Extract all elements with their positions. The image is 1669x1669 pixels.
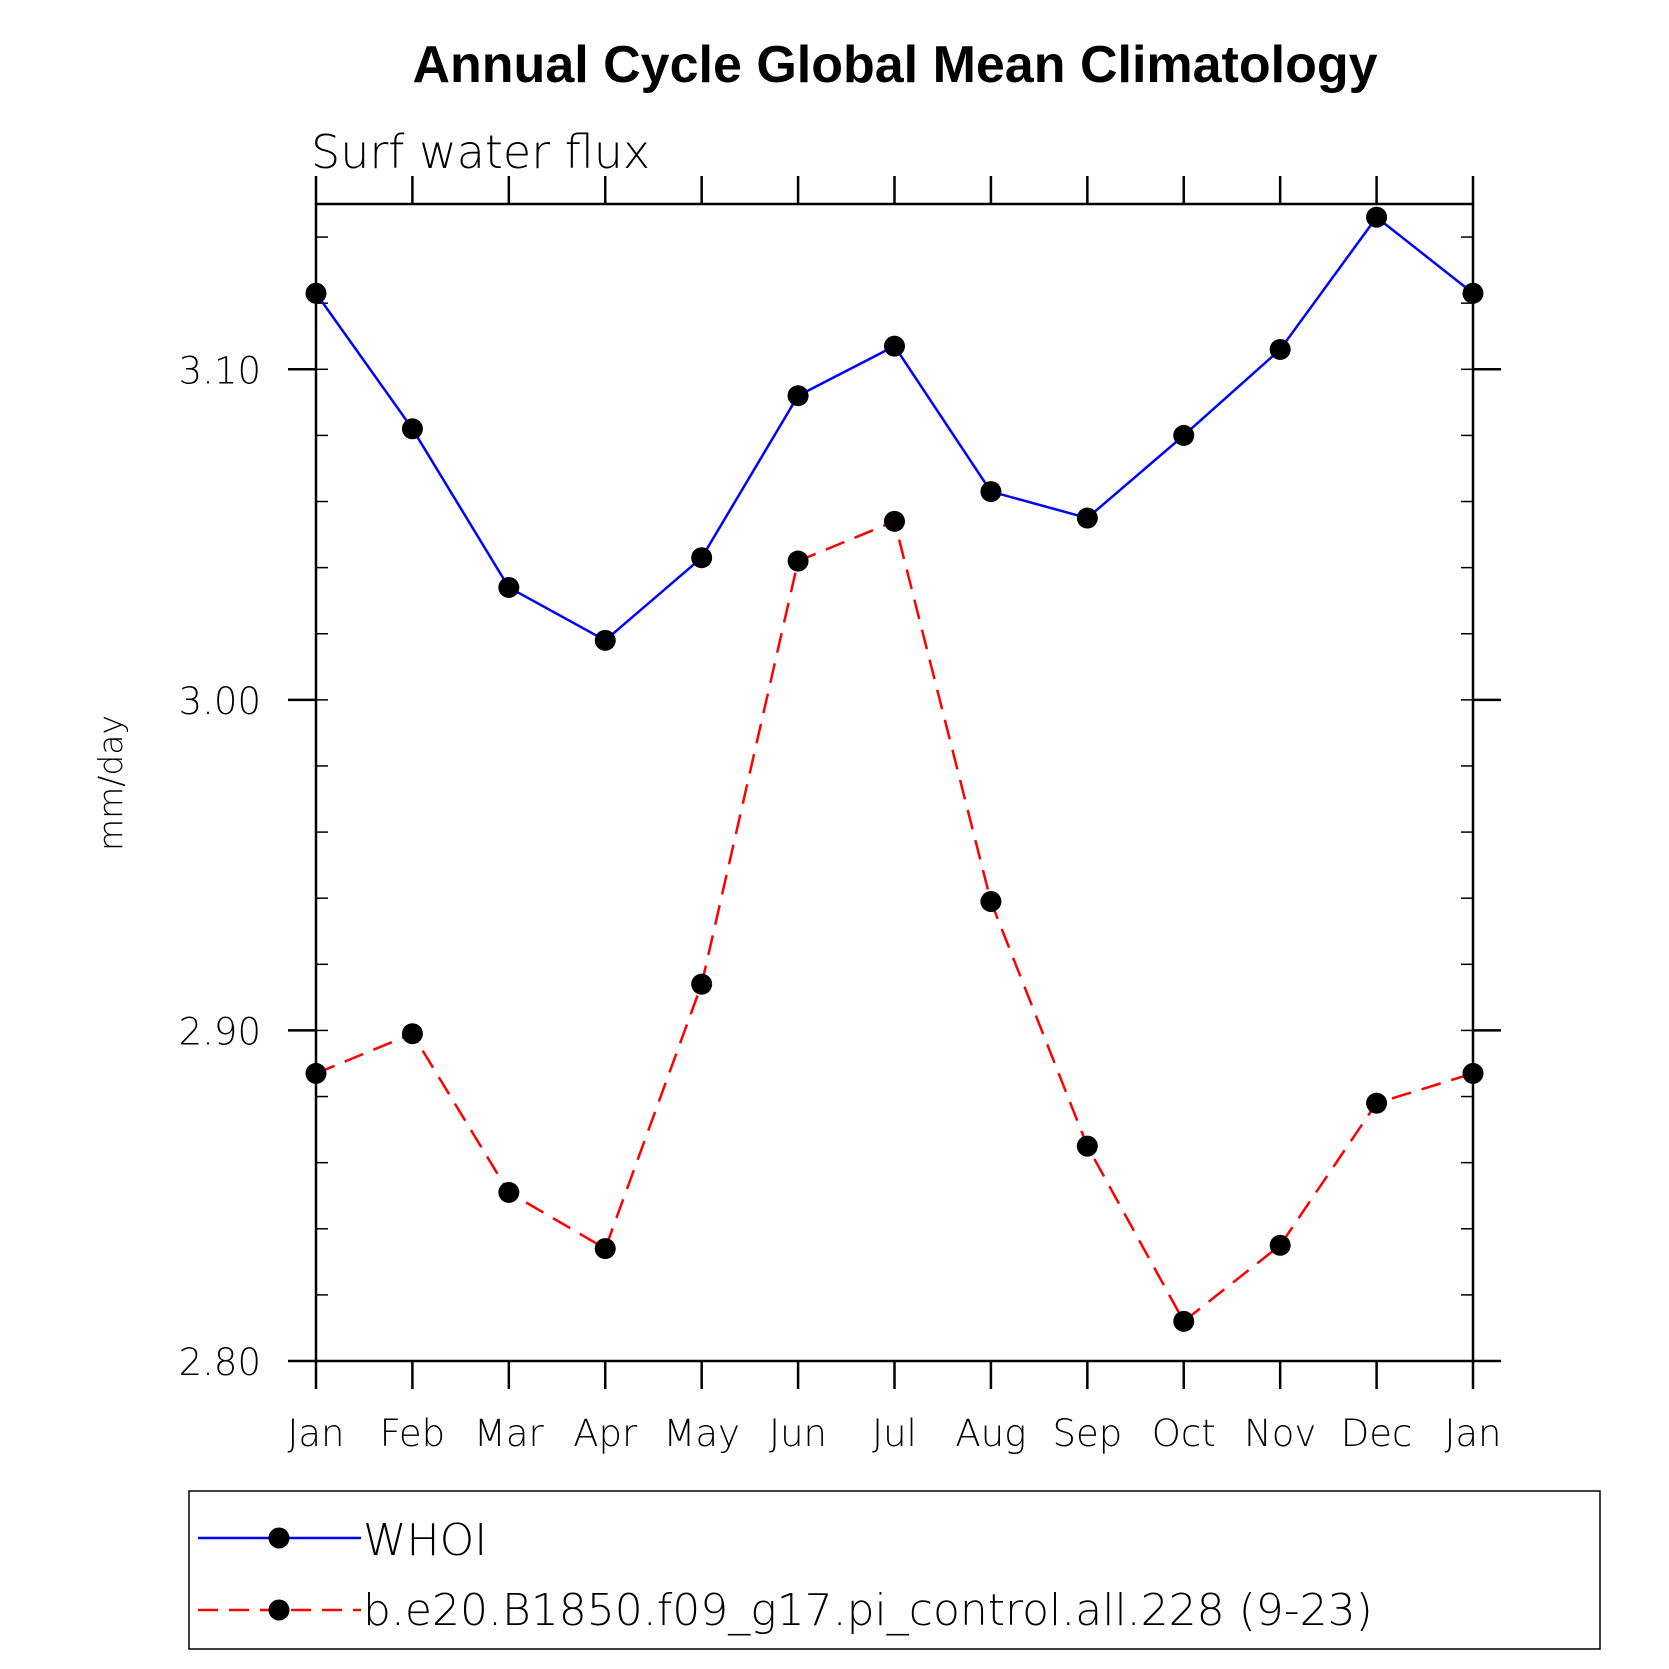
x-tick-label: Sep — [1052, 1412, 1122, 1455]
series-1-line — [314, 215, 1474, 642]
series-2-line — [315, 519, 1474, 1324]
plot-frame — [314, 202, 1475, 1363]
legend-marker-series-1 — [268, 1527, 290, 1549]
series-2-point — [980, 891, 1002, 913]
legend-label-series-1: WHOI — [363, 1515, 487, 1566]
series-1-point — [1173, 424, 1195, 446]
series-1-point — [980, 481, 1002, 503]
series-2-point — [1366, 1092, 1388, 1114]
x-tick-label: Feb — [380, 1412, 446, 1455]
legend-label-series-2: b.e20.B1850.f09_g17.pi_control.all.228 (… — [363, 1585, 1373, 1636]
series-1-point — [498, 576, 520, 598]
series-2-point — [1076, 1135, 1098, 1157]
legend: WHOI b.e20.B1850.f09_g17.pi_control.all.… — [188, 1490, 1601, 1650]
x-tick-label: Jan — [1444, 1412, 1501, 1455]
x-tick-label: Aug — [955, 1412, 1026, 1455]
x-tick-label: Nov — [1244, 1412, 1316, 1455]
y-axis-label: mm/day — [91, 715, 130, 851]
series-2-point — [1269, 1234, 1291, 1256]
y-tick-label: 2.80 — [179, 1341, 261, 1384]
series-1-point — [1076, 507, 1098, 529]
x-tick-label: Jun — [769, 1412, 827, 1455]
series-1-point — [884, 335, 905, 357]
legend-box — [188, 1490, 1601, 1650]
series-1-point — [594, 629, 616, 651]
x-tick-label: Oct — [1152, 1412, 1216, 1455]
series-1-point — [305, 282, 327, 304]
x-tick-label: Jan — [287, 1412, 344, 1455]
series-2-point — [691, 973, 713, 995]
series-layer — [305, 206, 1484, 1332]
series-2-point — [401, 1023, 423, 1045]
series-2-point — [787, 550, 809, 572]
series-1-point — [401, 418, 423, 440]
series-1-point — [787, 385, 809, 407]
series-1-point — [691, 547, 713, 569]
chart-subtitle: Surf water flux — [311, 125, 650, 179]
series-2-point — [305, 1062, 327, 1084]
y-tick-label: 2.90 — [179, 1010, 261, 1053]
series-2-point — [498, 1181, 520, 1203]
x-tick-label: Jul — [872, 1412, 917, 1455]
x-tick-label: May — [663, 1412, 740, 1455]
series-2-point — [1462, 1062, 1484, 1084]
axes: Jan Feb Mar Apr May Jun Jul Aug Sep Oct Nov Dec Jan 2… — [179, 176, 1502, 1455]
y-tick-label: 3.10 — [179, 349, 261, 392]
series-2-point — [1173, 1310, 1195, 1332]
series-1-point — [1269, 338, 1291, 360]
series-2-point — [884, 510, 905, 532]
legend-marker-series-2 — [268, 1599, 290, 1621]
series-1-point — [1462, 282, 1484, 304]
x-tick-label: Apr — [573, 1412, 638, 1455]
chart-title: Annual Cycle Global Mean Climatology — [412, 36, 1377, 94]
series-2-point — [594, 1238, 616, 1260]
x-tick-label: Mar — [474, 1412, 545, 1455]
y-tick-label: 3.00 — [179, 680, 261, 723]
x-tick-label: Dec — [1341, 1412, 1413, 1455]
series-1-point — [1366, 206, 1388, 228]
